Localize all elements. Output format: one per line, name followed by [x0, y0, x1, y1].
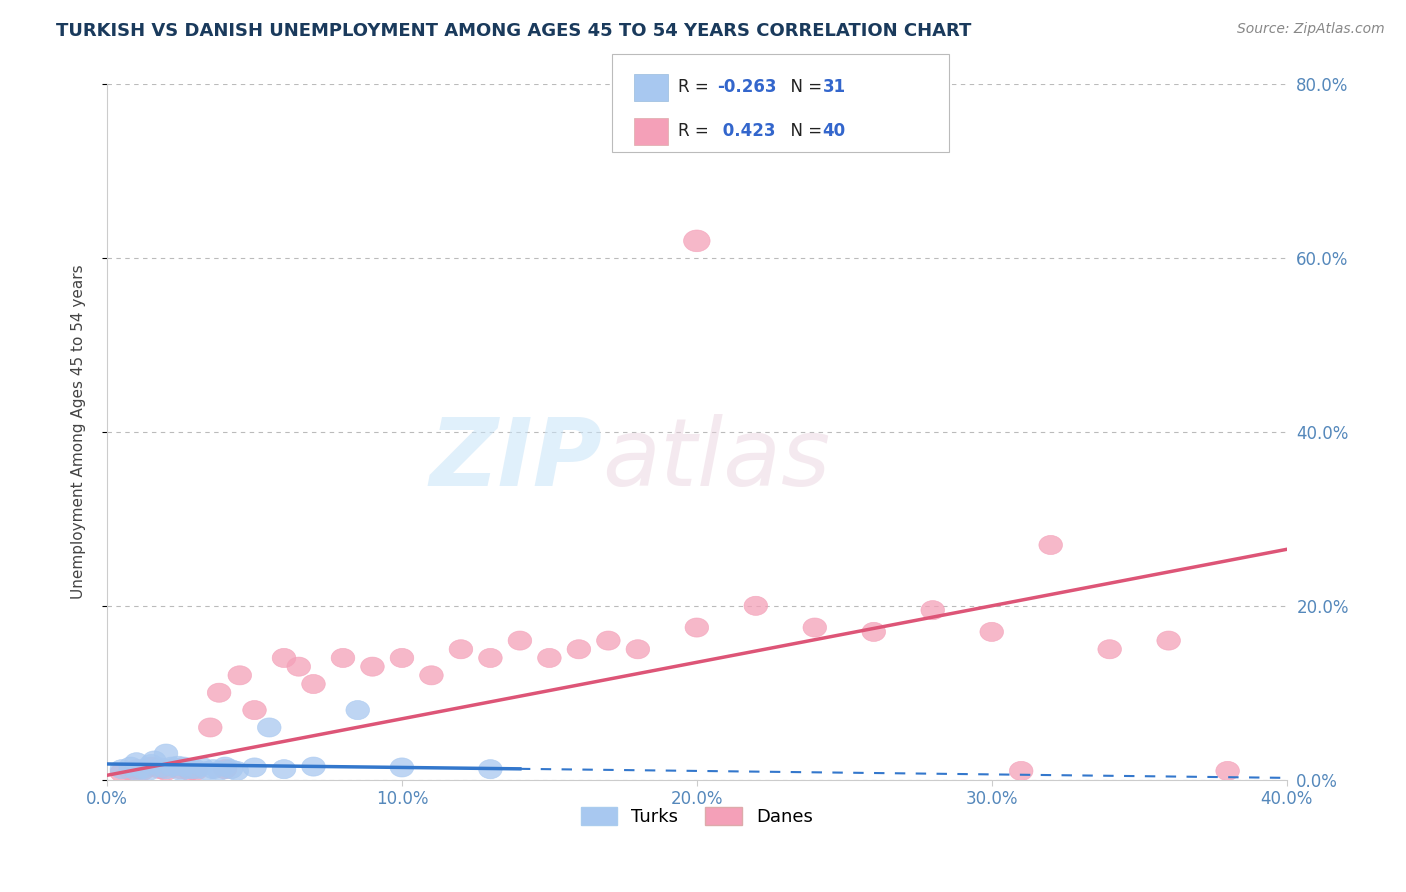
Text: 31: 31	[823, 78, 845, 96]
Ellipse shape	[346, 700, 370, 720]
Text: atlas: atlas	[603, 414, 831, 506]
Ellipse shape	[361, 657, 384, 676]
Ellipse shape	[177, 762, 201, 780]
Ellipse shape	[160, 757, 184, 776]
Ellipse shape	[125, 760, 149, 779]
Ellipse shape	[139, 757, 163, 776]
Ellipse shape	[596, 631, 620, 650]
Ellipse shape	[120, 762, 142, 780]
Ellipse shape	[219, 760, 243, 779]
Ellipse shape	[287, 657, 311, 676]
Ellipse shape	[125, 762, 149, 780]
Ellipse shape	[683, 230, 710, 252]
Ellipse shape	[1216, 762, 1240, 780]
Text: Source: ZipAtlas.com: Source: ZipAtlas.com	[1237, 22, 1385, 37]
Ellipse shape	[419, 665, 443, 685]
Ellipse shape	[155, 744, 177, 763]
Text: 0.423: 0.423	[717, 122, 776, 140]
Ellipse shape	[110, 760, 134, 779]
Ellipse shape	[214, 760, 236, 779]
Y-axis label: Unemployment Among Ages 45 to 54 years: Unemployment Among Ages 45 to 54 years	[72, 265, 86, 599]
Text: ZIP: ZIP	[430, 414, 603, 506]
Text: R =: R =	[678, 78, 714, 96]
Ellipse shape	[1098, 640, 1122, 659]
Ellipse shape	[744, 596, 768, 615]
Ellipse shape	[155, 762, 177, 780]
Ellipse shape	[131, 762, 155, 780]
Ellipse shape	[567, 640, 591, 659]
Ellipse shape	[149, 758, 172, 777]
Ellipse shape	[921, 600, 945, 620]
Ellipse shape	[125, 753, 149, 772]
Ellipse shape	[1157, 631, 1181, 650]
Ellipse shape	[537, 648, 561, 667]
Ellipse shape	[110, 763, 134, 782]
Ellipse shape	[184, 760, 207, 779]
Ellipse shape	[1039, 535, 1063, 555]
Ellipse shape	[225, 762, 249, 780]
Ellipse shape	[136, 762, 160, 780]
Ellipse shape	[169, 760, 193, 779]
Ellipse shape	[862, 623, 886, 641]
Ellipse shape	[257, 718, 281, 737]
Ellipse shape	[207, 762, 231, 780]
Ellipse shape	[169, 762, 193, 780]
Ellipse shape	[389, 758, 413, 777]
Text: -0.263: -0.263	[717, 78, 776, 96]
Ellipse shape	[155, 760, 177, 779]
Ellipse shape	[508, 631, 531, 650]
Ellipse shape	[803, 618, 827, 637]
Ellipse shape	[626, 640, 650, 659]
Legend: Turks, Danes: Turks, Danes	[574, 799, 820, 833]
Ellipse shape	[120, 757, 142, 776]
Ellipse shape	[1010, 762, 1033, 780]
Text: 40: 40	[823, 122, 845, 140]
Ellipse shape	[177, 760, 201, 779]
Ellipse shape	[302, 674, 325, 694]
Ellipse shape	[142, 751, 166, 770]
Ellipse shape	[166, 756, 190, 775]
Text: N =: N =	[780, 78, 828, 96]
Ellipse shape	[207, 683, 231, 702]
Ellipse shape	[190, 757, 214, 776]
Ellipse shape	[478, 648, 502, 667]
Ellipse shape	[273, 760, 295, 779]
Ellipse shape	[389, 648, 413, 667]
Ellipse shape	[214, 757, 236, 776]
Ellipse shape	[228, 665, 252, 685]
Ellipse shape	[131, 760, 155, 779]
Ellipse shape	[273, 648, 295, 667]
Ellipse shape	[139, 755, 163, 773]
Text: N =: N =	[780, 122, 828, 140]
Ellipse shape	[201, 760, 225, 779]
Ellipse shape	[198, 718, 222, 737]
Ellipse shape	[243, 700, 266, 720]
Ellipse shape	[149, 760, 172, 779]
Ellipse shape	[332, 648, 354, 667]
Ellipse shape	[685, 618, 709, 637]
Ellipse shape	[302, 757, 325, 776]
Ellipse shape	[172, 757, 195, 776]
Ellipse shape	[243, 758, 266, 777]
Ellipse shape	[195, 762, 219, 780]
Ellipse shape	[980, 623, 1004, 641]
Ellipse shape	[449, 640, 472, 659]
Text: TURKISH VS DANISH UNEMPLOYMENT AMONG AGES 45 TO 54 YEARS CORRELATION CHART: TURKISH VS DANISH UNEMPLOYMENT AMONG AGE…	[56, 22, 972, 40]
Ellipse shape	[184, 762, 207, 780]
Text: R =: R =	[678, 122, 714, 140]
Ellipse shape	[478, 760, 502, 779]
